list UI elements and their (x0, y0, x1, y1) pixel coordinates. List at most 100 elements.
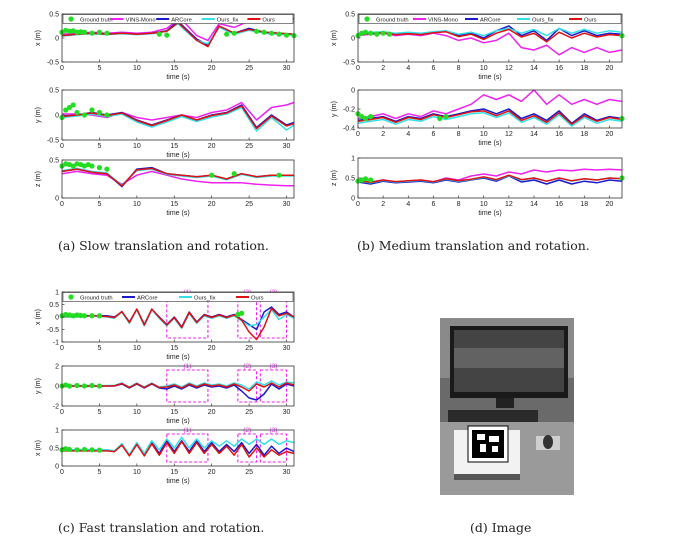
y-tick-label: -0.2 (343, 107, 355, 114)
y-tick-label: 0 (55, 315, 59, 322)
plot-area (62, 160, 294, 198)
x-tick-label: 5 (97, 345, 101, 352)
ground-truth-point (70, 102, 76, 108)
y-axis-label: y (m) (331, 101, 338, 117)
series-line-ours-fix (61, 167, 294, 186)
y-tick-label: -0.4 (343, 126, 355, 133)
x-tick-label: 2 (381, 131, 385, 138)
x-tick-label: 16 (555, 131, 563, 138)
legend-box (358, 14, 622, 24)
ground-truth-point (96, 313, 103, 319)
x-tick-label: 18 (580, 65, 588, 72)
x-tick-label: 5 (97, 65, 101, 72)
caption-a: (a) Slow translation and rotation. (58, 238, 269, 253)
legend-label: VINS-Mono (126, 17, 156, 23)
x-axis-label: time (s) (478, 210, 501, 217)
ground-truth-point (276, 172, 282, 178)
ground-truth-point (81, 112, 88, 118)
ground-truth-point (96, 447, 103, 453)
x-tick-label: 30 (283, 201, 291, 208)
ground-truth-point (74, 109, 80, 116)
y-tick-label: 0.5 (345, 12, 355, 19)
y-tick-label: 0 (55, 464, 59, 471)
series-line-ours (62, 307, 295, 341)
x-tick-label: 16 (555, 201, 563, 208)
highlight-label: (1) (183, 427, 191, 434)
ground-truth-point (362, 29, 369, 35)
y-axis-label: z (m) (35, 171, 42, 187)
x-tick-label: 25 (245, 409, 253, 416)
legend-box (62, 292, 294, 302)
y-tick-label: -0.5 (47, 327, 59, 334)
ground-truth-point (89, 447, 95, 453)
x-tick-label: 10 (133, 469, 141, 476)
subplot-a-3: 0 5 10 15 20 25 30 0 0.5 time (s) z (m) (35, 158, 295, 217)
x-tick-label: 15 (170, 469, 178, 476)
ground-truth-point (367, 30, 374, 36)
legend-label: ARCore (480, 17, 501, 23)
series-line-ours (61, 167, 294, 187)
ground-truth-point (104, 30, 110, 36)
ground-truth-point (89, 30, 95, 36)
legend-label: Ours_fix (532, 17, 554, 23)
legend-label: ARCore (137, 295, 158, 301)
x-tick-label: 14 (530, 65, 538, 72)
legend-label: VINS-Mono (428, 17, 458, 23)
series-line-ours (357, 28, 623, 43)
series-line-vins-mono (357, 89, 623, 120)
y-tick-label: -0.5 (47, 138, 59, 145)
subplot-b-2: 0 2 4 6 8 10 12 14 16 18 20 -0.4 -0.2 0 time (s) y (m) (331, 88, 625, 147)
ground-truth-point (443, 114, 449, 120)
x-tick-label: 20 (606, 65, 614, 72)
legend-marker (364, 16, 370, 22)
highlight-label: (1) (183, 363, 191, 370)
y-tick-label: 1 (55, 290, 59, 297)
ground-truth-point (104, 166, 110, 172)
subplot-b-3: 0 2 4 6 8 10 12 14 16 18 20 0 0.5 1 time (s) z (m) (331, 156, 625, 217)
ground-truth-point (261, 29, 267, 35)
x-tick-label: 15 (170, 201, 178, 208)
ground-truth-point (89, 382, 95, 389)
ground-truth-point (367, 177, 374, 183)
legend-b: Ground truth VINS-Mono ARCore Ours_fix Ours (358, 14, 622, 24)
x-tick-label: 10 (133, 201, 141, 208)
ground-truth-point (89, 163, 95, 169)
y-tick-label: 0 (351, 88, 355, 95)
y-tick-label: -2 (53, 404, 59, 411)
x-tick-label: 14 (530, 201, 538, 208)
x-axis-label: time (s) (166, 478, 189, 485)
x-tick-label: 20 (208, 201, 216, 208)
x-axis-label: time (s) (166, 152, 189, 159)
y-tick-label: 0.5 (49, 446, 59, 453)
y-tick-label: 0 (55, 196, 59, 203)
x-tick-label: 10 (480, 201, 488, 208)
y-axis-label: x (m) (35, 309, 42, 325)
y-tick-label: -0.5 (47, 60, 59, 67)
caption-c: (c) Fast translation and rotation. (58, 520, 265, 535)
series-line-arcore (357, 108, 623, 125)
ground-truth-point (66, 104, 73, 111)
x-tick-label: 5 (97, 143, 101, 150)
caption-d: (d) Image (470, 520, 532, 535)
x-tick-label: 4 (406, 65, 410, 72)
ground-truth-point (96, 29, 103, 35)
legend-label: Ground truth (376, 17, 409, 23)
x-tick-label: 10 (133, 65, 141, 72)
legend-box (62, 14, 294, 24)
y-tick-label: 0.5 (49, 158, 59, 165)
ground-truth-point (437, 115, 443, 122)
ground-truth-point (66, 446, 73, 453)
ground-truth-point (362, 176, 369, 182)
highlight-label: (3) (269, 363, 277, 370)
x-tick-label: 8 (457, 65, 461, 72)
x-tick-label: 18 (580, 131, 588, 138)
ground-truth-point (78, 312, 84, 319)
x-tick-label: 25 (245, 345, 253, 352)
x-tick-label: 0 (356, 131, 360, 138)
ground-truth-point (253, 28, 260, 34)
ground-truth-point (81, 446, 88, 453)
ground-truth-point (66, 383, 73, 389)
x-tick-label: 20 (208, 345, 216, 352)
ground-truth-point (89, 107, 95, 113)
